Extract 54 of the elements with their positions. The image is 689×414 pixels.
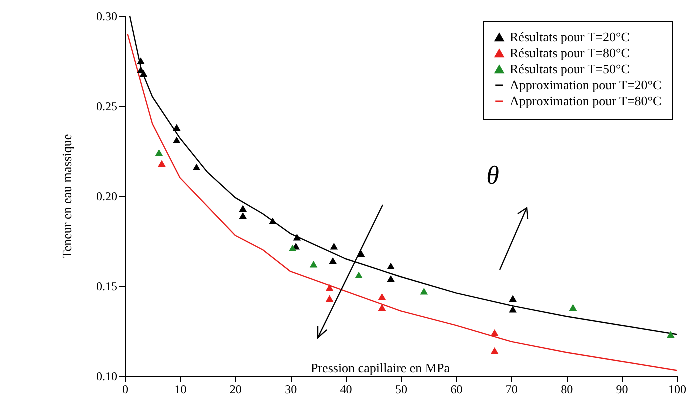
point [329, 257, 337, 264]
point [326, 295, 334, 302]
point [293, 234, 302, 241]
y-tick-label: 0.10 [96, 370, 118, 384]
point [173, 136, 181, 144]
x-tick-label: 60 [450, 382, 463, 396]
point [387, 262, 395, 270]
x-tick-label: 90 [616, 382, 628, 396]
point [239, 205, 247, 212]
y-tick-label: 0.20 [96, 190, 118, 204]
point [239, 212, 247, 220]
legend-label: Approximation pour T=80°C [510, 94, 662, 108]
legend-label: Résultats pour T=80°C [510, 46, 630, 60]
point [137, 58, 145, 64]
point [509, 306, 517, 313]
y-tick-label: 0.15 [96, 280, 118, 294]
y-tick-label: 0.30 [96, 10, 118, 24]
point [378, 304, 386, 311]
x-tick-label: 40 [340, 382, 352, 396]
point [355, 272, 363, 279]
x-tick-label: 100 [668, 382, 686, 396]
point [667, 331, 675, 338]
y-tick-label: 0.25 [96, 100, 118, 114]
point [420, 288, 428, 295]
point [490, 347, 499, 354]
x-tick-label: 0 [122, 382, 128, 396]
point [173, 124, 181, 131]
point [310, 261, 318, 268]
x-tick-label: 80 [561, 382, 574, 396]
point [140, 70, 148, 77]
x-tick-label: 10 [174, 382, 187, 396]
x-axis-title: Pression capillaire en MPa [311, 360, 450, 376]
x-tick-label: 50 [396, 382, 408, 396]
point [155, 149, 164, 156]
legend-label: Résultats pour T=20°C [510, 30, 630, 44]
point [569, 304, 578, 311]
point [158, 160, 166, 167]
point [490, 329, 499, 336]
point [326, 284, 334, 292]
x-tick-label: 70 [506, 382, 518, 396]
annotation: θ [486, 161, 500, 190]
x-tick-label: 30 [285, 382, 298, 396]
point [387, 275, 395, 282]
point [330, 243, 338, 250]
point [509, 295, 517, 302]
point [378, 293, 386, 300]
point [192, 164, 201, 171]
y-axis-title: Teneur en eau massique [60, 134, 74, 259]
line-series [129, 15, 678, 336]
legend-label: Approximation pour T=20°C [510, 78, 662, 92]
point [269, 218, 277, 225]
x-tick-label: 20 [230, 382, 242, 396]
point [288, 244, 297, 252]
legend-label: Résultats pour T=50°C [510, 62, 630, 76]
